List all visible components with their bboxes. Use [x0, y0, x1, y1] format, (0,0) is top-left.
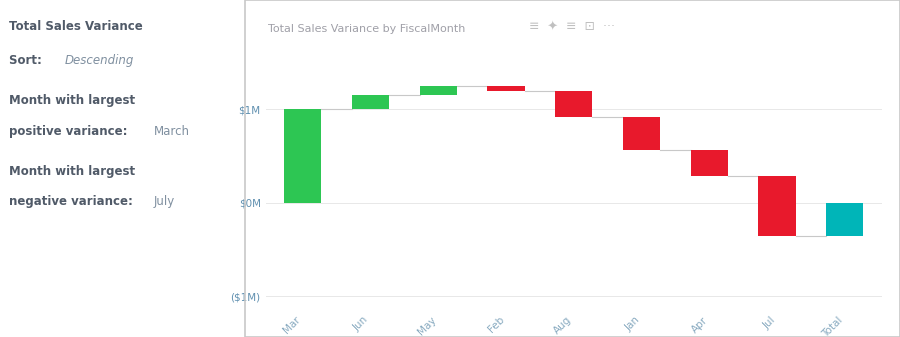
Bar: [284, 110, 321, 203]
Text: Month with largest: Month with largest: [9, 165, 135, 178]
Bar: [352, 95, 389, 110]
Bar: [623, 117, 660, 150]
Text: ≡  ✦  ≡  ⊡  ···: ≡ ✦ ≡ ⊡ ···: [529, 21, 616, 34]
Text: positive variance:: positive variance:: [9, 125, 131, 138]
Bar: [419, 86, 457, 95]
Bar: [690, 150, 728, 176]
Text: March: March: [154, 125, 190, 138]
Text: Descending: Descending: [64, 54, 133, 67]
Bar: [555, 91, 592, 117]
Bar: [826, 203, 863, 236]
Bar: [759, 176, 796, 236]
Text: Total Sales Variance by FiscalMonth: Total Sales Variance by FiscalMonth: [268, 24, 465, 34]
Text: Total Sales Variance: Total Sales Variance: [9, 20, 143, 33]
Text: July: July: [154, 195, 175, 209]
Text: negative variance:: negative variance:: [9, 195, 137, 209]
Text: Sort:: Sort:: [9, 54, 46, 67]
Bar: [488, 86, 525, 91]
Text: Month with largest: Month with largest: [9, 94, 135, 108]
